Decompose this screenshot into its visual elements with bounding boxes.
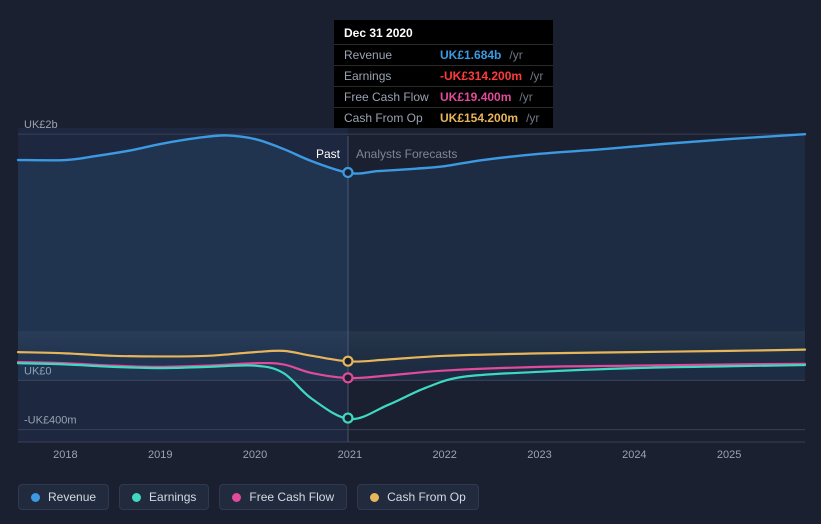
legend-item-cash-from-op[interactable]: Cash From Op — [357, 484, 479, 510]
x-axis-tick-label: 2021 — [338, 449, 362, 461]
revenue-marker — [343, 168, 352, 177]
tooltip-date: Dec 31 2020 — [334, 20, 553, 44]
earnings-marker — [343, 414, 352, 423]
tooltip-row: Cash From Op UK£154.200m/yr — [334, 107, 553, 128]
legend-swatch — [132, 493, 141, 502]
tooltip-row-value: UK£19.400m — [440, 90, 511, 104]
x-axis-tick-label: 2024 — [622, 449, 646, 461]
tooltip-row: Earnings -UK£314.200m/yr — [334, 65, 553, 86]
tooltip-row-label: Earnings — [344, 69, 432, 83]
tooltip-row-value: -UK£314.200m — [440, 69, 522, 83]
free_cash_flow-marker — [343, 373, 352, 382]
y-axis-tick-label: UK£2b — [24, 119, 58, 131]
tooltip-row-label: Revenue — [344, 48, 432, 62]
legend-item-revenue[interactable]: Revenue — [18, 484, 109, 510]
forecast-region-label: Analysts Forecasts — [356, 147, 457, 161]
legend-swatch — [31, 493, 40, 502]
tooltip-row-value: UK£1.684b — [440, 48, 501, 62]
financials-chart: UK£2bUK£0-UK£400m20182019202020212022202… — [0, 0, 821, 524]
legend-swatch — [232, 493, 241, 502]
x-axis-tick-label: 2020 — [243, 449, 267, 461]
x-axis-tick-label: 2019 — [148, 449, 172, 461]
x-axis-tick-label: 2022 — [432, 449, 456, 461]
hover-tooltip: Dec 31 2020 Revenue UK£1.684b/yr Earnings-… — [334, 20, 553, 128]
legend-label: Free Cash Flow — [249, 490, 334, 504]
past-region-label: Past — [316, 147, 341, 161]
legend-item-earnings[interactable]: Earnings — [119, 484, 209, 510]
tooltip-row-value: UK£154.200m — [440, 111, 518, 125]
legend-label: Earnings — [149, 490, 196, 504]
legend-label: Revenue — [48, 490, 96, 504]
tooltip-row-unit: /yr — [526, 111, 539, 125]
tooltip-row-label: Cash From Op — [344, 111, 432, 125]
x-axis-tick-label: 2025 — [717, 449, 741, 461]
tooltip-row: Revenue UK£1.684b/yr — [334, 44, 553, 65]
tooltip-row: Free Cash Flow UK£19.400m/yr — [334, 86, 553, 107]
x-axis-tick-label: 2023 — [527, 449, 551, 461]
legend-swatch — [370, 493, 379, 502]
y-axis-tick-label: -UK£400m — [24, 415, 77, 427]
cash_from_op-marker — [343, 357, 352, 366]
tooltip-row-unit: /yr — [530, 69, 543, 83]
tooltip-row-label: Free Cash Flow — [344, 90, 432, 104]
tooltip-row-unit: /yr — [519, 90, 532, 104]
legend-item-free-cash-flow[interactable]: Free Cash Flow — [219, 484, 347, 510]
x-axis-tick-label: 2018 — [53, 449, 77, 461]
legend-label: Cash From Op — [387, 490, 466, 504]
tooltip-row-unit: /yr — [509, 48, 522, 62]
legend: Revenue Earnings Free Cash Flow Cash From O… — [18, 484, 479, 510]
